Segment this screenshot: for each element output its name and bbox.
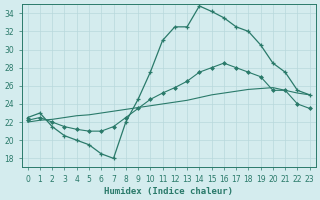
X-axis label: Humidex (Indice chaleur): Humidex (Indice chaleur)	[104, 187, 233, 196]
